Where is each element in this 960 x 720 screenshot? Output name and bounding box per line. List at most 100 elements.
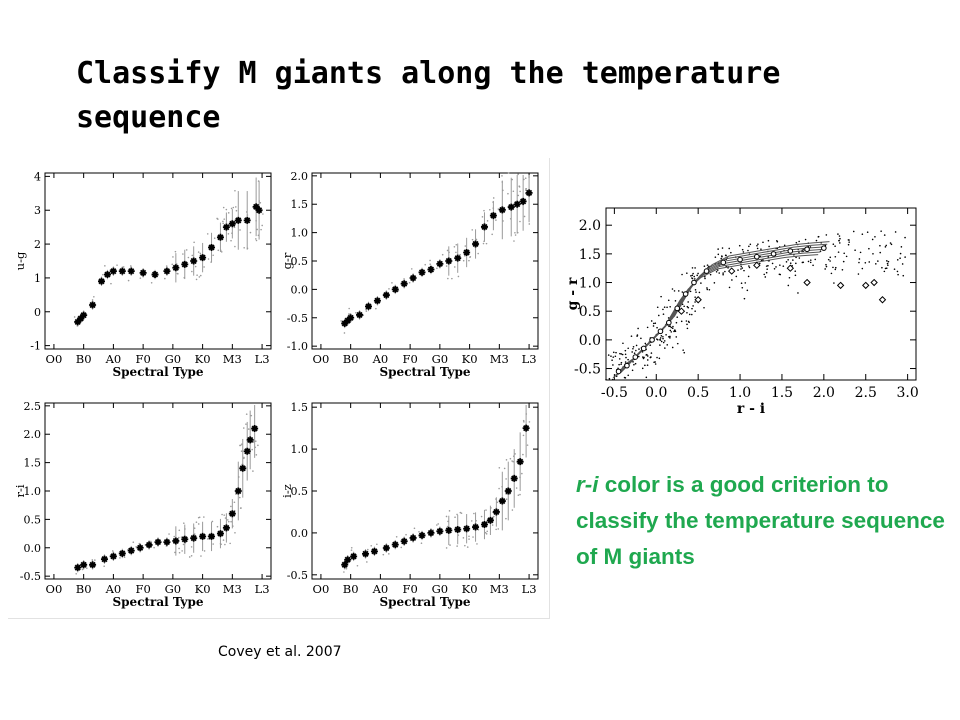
scatter-dot [221, 513, 223, 516]
scatter-dot [694, 301, 696, 303]
scatter-dot [680, 320, 683, 323]
y-tick-label: 1.0 [291, 443, 309, 456]
scatter-dot [703, 306, 705, 309]
y-tick-label: 0.0 [291, 527, 309, 540]
scatter-dot [514, 234, 517, 236]
diamond-marker [694, 296, 702, 304]
scatter-dot [255, 454, 258, 456]
mean-marker [89, 301, 97, 309]
scatter-dot [429, 259, 431, 262]
diamond-marker [753, 261, 761, 270]
scatter-dot [216, 525, 219, 528]
mean-marker [163, 538, 171, 546]
scatter-dot [667, 299, 670, 302]
scatter-dot [807, 260, 810, 263]
scatter-dot [694, 267, 696, 269]
scatter-dot [509, 457, 512, 460]
scatter-dot [868, 247, 870, 250]
scatter-dot [740, 268, 742, 270]
scatter-dot [715, 270, 718, 273]
scatter-dot [640, 337, 642, 340]
scatter-dot [646, 359, 649, 361]
scatter-dot [222, 222, 224, 225]
scatter-dot [505, 478, 507, 480]
scatter-dot [614, 355, 617, 358]
mean-marker [109, 267, 117, 275]
scatter-dot [222, 220, 224, 223]
scatter-dot [512, 460, 514, 463]
scatter-dot [704, 277, 706, 280]
scatter-dot [874, 263, 877, 265]
mean-marker [145, 541, 153, 549]
citation: Covey et al. 2007 [218, 644, 342, 660]
scatter-dot [706, 287, 708, 289]
mean-marker [486, 516, 494, 524]
scatter-dot [514, 453, 516, 455]
scatter-dot [139, 277, 142, 279]
scatter-dot [771, 262, 774, 265]
mean-marker [370, 547, 378, 555]
y-tick-label: 1.0 [579, 276, 601, 292]
scatter-dot [787, 284, 790, 287]
scatter-dot [234, 245, 236, 248]
scatter-dot [492, 201, 494, 203]
scatter-dot [783, 244, 786, 247]
scatter-dot [864, 261, 867, 264]
scatter-dot [138, 542, 141, 545]
scatter-dot [624, 349, 627, 352]
x-tick-label: G0 [432, 582, 449, 596]
scatter-dot [843, 252, 845, 255]
diamond-marker [836, 281, 845, 290]
gr-vs-spectral-type-chart: -1.0 -0.5 0.0 0.5 1.0 1.5 2.0 O0 B0 A0 F0 G0 K0 M3 L3 S… [280, 160, 542, 388]
scatter-dot [197, 523, 200, 525]
scatter-dot [842, 260, 845, 263]
locus-marker [703, 268, 710, 274]
scatter-dot [528, 223, 531, 225]
y-tick-label: 2 [34, 238, 41, 251]
scatter-dot [485, 533, 488, 535]
scatter-dot [388, 288, 390, 290]
mean-marker [74, 318, 82, 326]
mean-marker [252, 203, 260, 211]
x-tick-label: M3 [490, 352, 509, 366]
scatter-dot [518, 186, 521, 188]
y-tick-label: 0.0 [291, 283, 309, 296]
mean-marker [222, 524, 230, 532]
scatter-dot [663, 306, 666, 308]
iz-chart-svg: -0.5 0.0 0.5 1.0 1.5 O0 B0 A0 F0 G0 K0 M3 L3 Spectral… [280, 401, 539, 609]
scatter-dot [825, 263, 827, 266]
scatter-dot [446, 249, 449, 252]
mean-marker [77, 315, 85, 323]
gr-chart-svg: -1.0 -0.5 0.0 0.5 1.0 1.5 2.0 O0 B0 A0 F0 G0 K0 M3 L3 S… [280, 170, 539, 379]
scatter-dot [877, 260, 879, 262]
scatter-dot [445, 547, 448, 549]
scatter-dot [501, 181, 504, 183]
scatter-dot [403, 278, 405, 280]
mean-marker [234, 487, 242, 495]
scatter-dot [517, 194, 520, 197]
scatter-dot [874, 235, 876, 238]
scatter-dot [641, 351, 644, 353]
scatter-dot [512, 190, 515, 193]
scatter-dot [801, 261, 804, 264]
scatter-dot [102, 273, 104, 276]
scatter-dot [241, 463, 244, 466]
scatter-dot [832, 243, 835, 246]
scatter-dot [382, 553, 385, 556]
scatter-dot [231, 232, 233, 234]
y-tick-label: 0.0 [24, 542, 42, 555]
scatter-dot [797, 292, 799, 294]
mean-marker [400, 280, 408, 288]
mean-marker [208, 532, 216, 540]
scatter-dot [691, 277, 693, 279]
scatter-dot [744, 282, 747, 284]
scatter-dot [515, 487, 518, 489]
scatter-dot [666, 306, 668, 309]
scatter-dot [525, 187, 527, 190]
scatter-dot [782, 265, 785, 267]
scatter-dot [716, 269, 719, 271]
scatter-dot [630, 335, 633, 337]
mean-marker [109, 552, 117, 560]
scatter-dot [505, 459, 508, 461]
scatter-dot [185, 249, 188, 251]
